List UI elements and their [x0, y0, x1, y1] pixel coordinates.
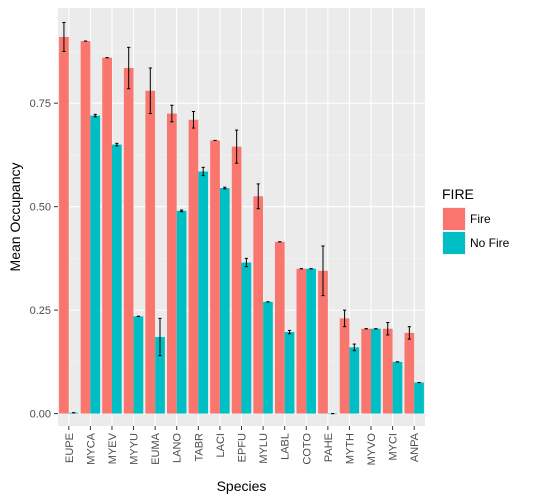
x-tick-label: MYTH: [344, 433, 356, 464]
bar-fire-tabr: [188, 119, 199, 414]
bar-fire-myvo: [361, 328, 372, 414]
error-bar-no-fire-labl: [287, 329, 292, 335]
y-axis-title: Mean Occupancy: [7, 163, 23, 272]
bar-fire-coto: [296, 268, 307, 414]
bar-fire-myci: [382, 328, 393, 414]
legend-swatch: [443, 208, 465, 230]
x-tick-label: MYVO: [366, 433, 378, 466]
error-bar-fire-pahe: [321, 245, 325, 297]
bar-no-fire-myca: [90, 115, 101, 414]
bar-fire-pahe: [318, 270, 328, 414]
error-bar-fire-lano: [170, 104, 174, 123]
error-bar-no-fire-laci: [223, 186, 227, 190]
bar-fire-myca: [80, 41, 91, 414]
bar-no-fire-laci: [219, 188, 230, 414]
legend: FIRE Fire No Fire: [442, 186, 510, 255]
legend-key-fire: [442, 207, 466, 231]
error-bar-no-fire-lano: [179, 209, 184, 213]
y-tick-label: 0.50: [30, 202, 51, 214]
x-tick-label: PAHE: [323, 433, 335, 462]
bar-fire-mylu: [253, 196, 264, 414]
error-bar-fire-myyu: [127, 46, 131, 90]
bar-no-fire-myev: [111, 144, 122, 414]
error-bar-no-fire-euma: [158, 317, 162, 357]
bars: [59, 36, 424, 415]
bar-no-fire-lano: [176, 210, 187, 414]
y-tick-label: 0.00: [30, 409, 51, 421]
bar-no-fire-labl: [284, 332, 295, 414]
x-tick-label: LANO: [172, 433, 184, 463]
y-tick-label: 0.75: [30, 98, 51, 110]
x-tick-label: EPFU: [237, 433, 249, 462]
bar-fire-laci: [210, 140, 220, 414]
x-tick-label: MYCI: [388, 433, 400, 461]
error-bar-fire-tabr: [191, 110, 196, 129]
bar-no-fire-myyu: [133, 316, 144, 414]
bar-no-fire-anpa: [414, 382, 424, 414]
error-bar-fire-eupe: [62, 21, 66, 52]
bar-no-fire-euma: [155, 337, 165, 414]
x-axis-ticks: EUPE MYCA MYEV MYYU EUMA LANO TABR LACI EPFU MYLU…: [64, 426, 421, 465]
legend-key-no-fire: [442, 231, 466, 255]
error-bar-no-fire-myca: [93, 113, 97, 118]
error-bar-fire-euma: [148, 67, 152, 115]
y-tick-label: 0.25: [30, 305, 51, 317]
error-bar-fire-mylu: [256, 183, 260, 210]
bar-no-fire-myvo: [371, 328, 381, 414]
x-tick-label: MYYU: [129, 433, 141, 465]
y-axis-ticks: 0.00 0.25 0.50 0.75: [30, 98, 58, 421]
x-tick-label: ANPA: [409, 432, 421, 462]
x-tick-label: MYLU: [258, 433, 270, 464]
x-tick-label: MYCA: [85, 432, 97, 464]
bar-no-fire-myci: [392, 361, 403, 414]
error-bar-fire-myth: [342, 309, 347, 328]
bar-no-fire-mylu: [263, 301, 273, 414]
error-bar-no-fire-tabr: [201, 166, 205, 177]
bar-fire-epfu: [231, 146, 242, 414]
bar-no-fire-epfu: [241, 262, 252, 414]
bar-fire-eupe: [59, 36, 69, 414]
x-tick-label: EUMA: [150, 432, 162, 464]
error-bar-no-fire-myev: [115, 142, 119, 147]
error-bar-no-fire-epfu: [244, 257, 248, 268]
x-tick-label: MYEV: [107, 432, 119, 464]
bar-no-fire-tabr: [198, 171, 209, 414]
x-tick-label: EUPE: [64, 433, 76, 463]
error-bars: [62, 21, 421, 415]
x-tick-label: LACI: [215, 433, 227, 457]
bar-fire-anpa: [404, 332, 415, 414]
legend-label: Fire: [470, 212, 491, 226]
bar-no-fire-coto: [306, 268, 316, 414]
x-tick-label: TABR: [193, 433, 205, 462]
x-tick-label: LABL: [280, 433, 292, 460]
bar-fire-lano: [167, 113, 177, 414]
bar-fire-labl: [274, 241, 285, 414]
bar-fire-myyu: [123, 68, 134, 414]
bar-no-fire-myth: [349, 347, 360, 414]
legend-title: FIRE: [442, 186, 474, 202]
x-tick-label: COTO: [301, 433, 313, 465]
error-bar-fire-anpa: [407, 326, 411, 340]
bar-fire-myth: [339, 318, 350, 414]
legend-swatch: [443, 232, 465, 254]
error-bar-no-fire-myth: [352, 343, 356, 352]
bar-fire-euma: [145, 90, 156, 414]
error-bar-fire-epfu: [235, 129, 239, 164]
x-axis-title: Species: [217, 478, 267, 494]
error-bar-fire-myci: [386, 322, 390, 336]
bar-fire-myev: [102, 57, 112, 414]
legend-label: No Fire: [470, 236, 510, 250]
